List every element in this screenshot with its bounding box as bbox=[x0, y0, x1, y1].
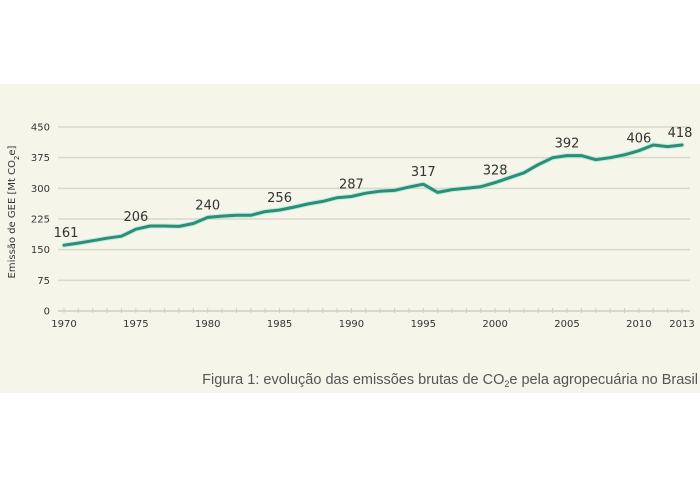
y-axis-label: Emissão de GEE [Mt CO2e] bbox=[7, 145, 21, 278]
x-tick-label: 2000 bbox=[482, 319, 507, 330]
gridlines bbox=[58, 126, 690, 312]
data-label: 256 bbox=[267, 191, 292, 206]
y-tick-label: 450 bbox=[31, 123, 50, 134]
x-tick-label: 1990 bbox=[339, 319, 364, 330]
figure-caption: Figura 1: evolução das emissões brutas d… bbox=[202, 372, 698, 389]
x-tick-label: 1975 bbox=[123, 319, 148, 330]
x-tick-label: 1970 bbox=[51, 319, 76, 330]
series-line-glow bbox=[61, 142, 685, 248]
y-tick-label: 225 bbox=[31, 215, 50, 226]
data-label: 317 bbox=[411, 165, 436, 180]
data-labels: 161 206 240 256 287 317 328 392 406 418 bbox=[54, 126, 693, 241]
data-label: 287 bbox=[339, 178, 364, 193]
x-axis: 1970 1975 1980 1985 1990 1995 2000 2005 2010 2013 bbox=[51, 308, 695, 330]
x-tick-label: 1985 bbox=[267, 319, 292, 330]
data-label: 406 bbox=[626, 132, 651, 147]
y-tick-label: 75 bbox=[37, 276, 50, 287]
y-tick-label: 375 bbox=[31, 153, 50, 164]
x-tick-label: 1980 bbox=[195, 319, 220, 330]
series-group bbox=[61, 142, 685, 248]
y-tick-label: 150 bbox=[31, 245, 50, 256]
x-tick-label: 2013 bbox=[669, 319, 694, 330]
data-label: 206 bbox=[123, 210, 148, 225]
data-label: 240 bbox=[195, 198, 220, 213]
data-label: 392 bbox=[555, 137, 580, 152]
y-tick-label: 0 bbox=[44, 307, 50, 318]
x-tick-label: 1995 bbox=[411, 319, 436, 330]
data-label: 161 bbox=[54, 226, 79, 241]
y-tick-label: 300 bbox=[31, 184, 50, 195]
series-line bbox=[62, 143, 684, 247]
data-label: 418 bbox=[668, 126, 693, 141]
x-tick-label: 2010 bbox=[626, 319, 651, 330]
data-label: 328 bbox=[483, 164, 508, 179]
x-tick-label: 2005 bbox=[554, 319, 579, 330]
y-axis-ticks: 0 75 150 225 300 375 450 bbox=[31, 123, 50, 318]
